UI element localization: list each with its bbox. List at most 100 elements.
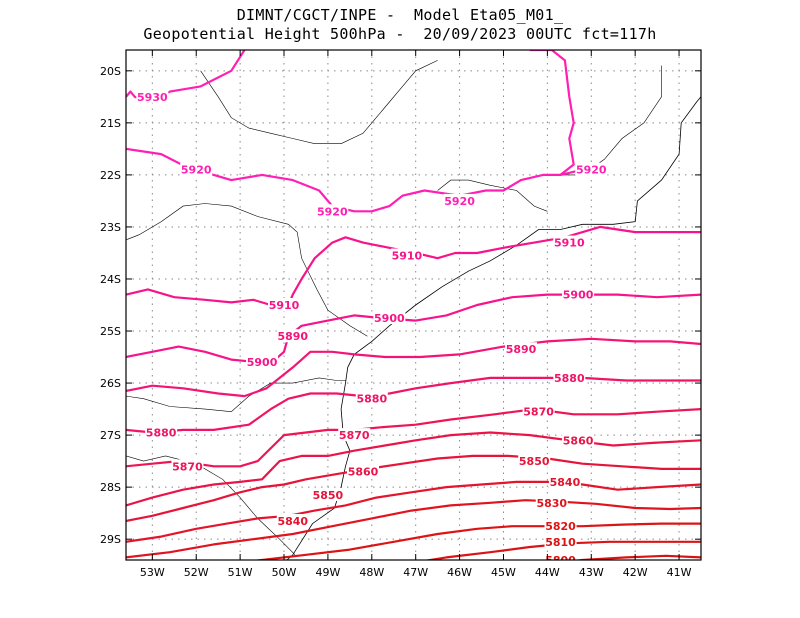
contour-label-5910: 5910 [269,299,300,312]
contour-label-5880: 5880 [146,427,177,440]
lat-tick-label: 21S [100,117,121,130]
contour-label-bg [562,433,595,447]
contour-label-bg [544,534,577,548]
contour-5920 [126,147,597,213]
contour-5900 [126,293,701,364]
lat-tick-label: 20S [100,65,121,78]
contour-label-bg [145,425,178,439]
contour-label-bg [544,553,577,560]
chart-title-line-1: DIMNT/CGCT/INPE - Model Eta05_M01_ [236,6,564,24]
lat-tick-label: 29S [100,533,121,546]
lon-tick-label: 52W [184,566,209,579]
contour-label-bg [316,204,349,218]
coastline [286,96,701,560]
contour-5840 [126,480,701,543]
contour-label-bg [548,474,581,488]
contour-label-bg [311,487,344,501]
contour-label-5880: 5880 [356,393,387,406]
contour-5830 [126,499,701,559]
contour-label-5800: 5800 [545,554,576,567]
contour-label-5920: 5920 [181,164,212,177]
plot-frame [125,49,702,561]
contour-label-5870: 5870 [523,406,554,419]
lon-tick-label: 42W [623,566,648,579]
contour-label-bg [562,287,595,301]
contour-5930 [529,50,575,176]
contour-label-5820: 5820 [545,520,576,533]
contour-label-bg [535,495,568,509]
contour-label-bg [443,193,476,207]
contour-label-bg [522,404,555,418]
contour-5860 [126,431,701,507]
lat-tick-label: 22S [100,169,121,182]
contour-label-bg [136,89,169,103]
contour-label-5880: 5880 [554,372,585,385]
chart-title-line-2: Geopotential Height 500hPa - 20/09/2023 … [143,25,657,43]
contour-label-5810: 5810 [545,536,576,549]
contour-5810 [423,540,701,560]
state-border [126,203,368,337]
contour-label-5910: 5910 [392,250,423,263]
lat-tick-label: 23S [100,221,121,234]
contour-label-bg [347,464,380,478]
lon-tick-label: 45W [491,566,516,579]
contour-label-bg [276,513,309,527]
contour-5890 [126,337,701,398]
lon-tick-label: 43W [579,566,604,579]
contour-label-5870: 5870 [339,429,370,442]
contour-label-bg [505,342,538,356]
contour-label-5930: 5930 [137,91,168,104]
lon-tick-label: 44W [535,566,560,579]
lat-tick-label: 25S [100,325,121,338]
contour-label-bg [268,298,301,311]
contour-label-5890: 5890 [277,330,308,343]
lat-tick-label: 28S [100,481,121,494]
lon-tick-label: 48W [359,566,384,579]
contour-label-5850: 5850 [313,489,344,502]
contour-label-bg [553,370,586,384]
state-border [200,60,438,144]
contour-label-bg [246,355,279,369]
contour-5820 [251,522,701,560]
contour-label-bg [171,459,204,473]
contour-label-5900: 5900 [247,356,278,369]
contour-label-bg [518,454,551,468]
contour-label-5850: 5850 [519,455,550,468]
lon-tick-label: 46W [447,566,472,579]
lat-tick-label: 27S [100,429,121,442]
lon-tick-label: 47W [403,566,428,579]
state-border [560,65,662,176]
lon-tick-label: 53W [140,566,165,579]
contour-label-5840: 5840 [277,515,308,528]
contour-5910 [126,225,701,307]
state-border [126,377,346,413]
contour-label-5910: 5910 [554,237,585,250]
contour-label-bg [276,329,309,343]
state-border [126,455,296,556]
plot-area: 5930 5920 5920 5920 5920 5910 5910 5910 5900 5900… [126,50,701,567]
contour-5870 [126,408,701,468]
lat-tick-label: 26S [100,377,121,390]
lon-tick-label: 49W [315,566,340,579]
lon-tick-label: 50W [272,566,297,579]
contour-label-5920: 5920 [444,195,475,208]
contour-label-bg [355,391,388,405]
contour-label-bg [390,248,423,262]
contour-label-5900: 5900 [374,312,405,325]
lon-tick-label: 51W [228,566,253,579]
contour-label-bg [575,162,608,176]
contour-label-5860: 5860 [348,466,379,479]
state-border [437,179,548,212]
contour-label-5890: 5890 [506,343,537,356]
contour-label-5860: 5860 [563,434,594,447]
contour-label-bg [180,162,213,176]
lon-tick-label: 41W [667,566,692,579]
lat-tick-label: 24S [100,273,121,286]
contour-label-5870: 5870 [172,460,203,473]
contour-label-bg [544,519,577,533]
contour-label-5920: 5920 [576,164,607,177]
contour-5800 [573,554,701,560]
contour-label-5840: 5840 [550,476,581,489]
contour-label-bg [373,311,406,325]
